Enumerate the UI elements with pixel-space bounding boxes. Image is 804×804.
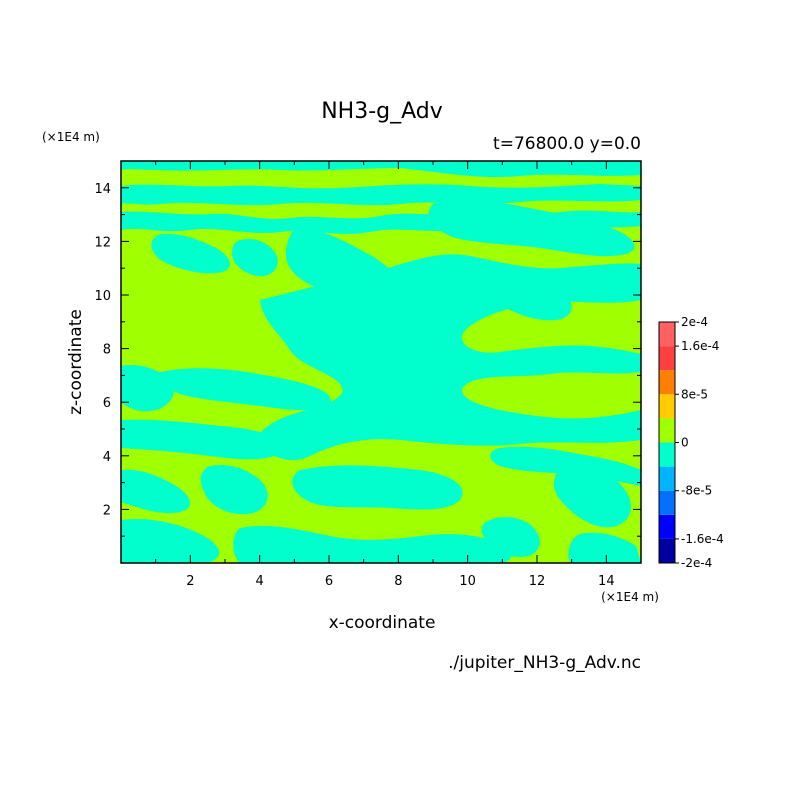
colorbar-swatch (659, 346, 675, 371)
field-region (568, 532, 641, 563)
field-region (121, 469, 191, 514)
colorbar-label: 1.6e-4 (681, 339, 719, 353)
x-tick-label: 8 (394, 574, 402, 589)
colorbar-label: -2e-4 (681, 556, 712, 570)
y-axis-label: z-coordinate (66, 309, 86, 415)
colorbar-label: 2e-4 (681, 315, 708, 329)
x-tick-label: 12 (529, 574, 546, 589)
chart-subtitle: t=76800.0 y=0.0 (493, 134, 641, 154)
y-tick-label: 8 (103, 343, 111, 358)
y-ticks: 2 4 6 8 10 12 14 (94, 182, 641, 537)
field-region (553, 466, 631, 528)
field-region (428, 198, 635, 257)
colorbar-swatch (659, 370, 675, 395)
field-region (292, 465, 463, 510)
plot-frame (120, 160, 642, 564)
field-region (121, 419, 282, 460)
colorbar-swatch (659, 490, 675, 515)
x-ticks: 2 4 6 8 10 12 14 (155, 161, 615, 589)
colorbar-label: -1.6e-4 (681, 532, 724, 546)
field-region (481, 517, 540, 558)
field-region (257, 254, 641, 461)
field-region (233, 525, 512, 563)
colorbar-swatch (659, 394, 675, 419)
y-tick-label: 12 (94, 235, 111, 250)
y-tick-label: 10 (94, 289, 111, 304)
x-unit-label: (×1E4 m) (601, 590, 659, 604)
field-negative-regions (121, 161, 641, 563)
y-tick-label: 14 (94, 182, 111, 197)
field-region (151, 233, 230, 274)
x-tick-label: 4 (256, 574, 264, 589)
colorbar: 2e-4 1.6e-4 8e-5 0 -8e-5 -1.6e-4 -2e-4 (658, 315, 724, 570)
colorbar-swatch (659, 418, 675, 443)
field-region (121, 184, 641, 206)
colorbar-swatch (659, 322, 675, 347)
x-tick-label: 10 (459, 574, 476, 589)
field-region (490, 446, 641, 486)
colorbar-label: -8e-5 (681, 484, 712, 498)
field-region (285, 226, 395, 296)
colorbar-swatch (659, 466, 675, 491)
colorbar-swatch (659, 538, 675, 563)
plot-area: 2 4 6 8 10 12 14 2 4 6 8 10 12 14 (94, 160, 642, 589)
field-region (121, 518, 220, 563)
y-tick-label: 2 (103, 503, 111, 518)
y-tick-label: 4 (103, 450, 111, 465)
source-file-label: ./jupiter_NH3-g_Adv.nc (448, 653, 641, 673)
colorbar-swatch (659, 442, 675, 467)
colorbar-swatch (659, 514, 675, 539)
y-tick-label: 6 (103, 396, 111, 411)
y-unit-label: (×1E4 m) (42, 130, 100, 144)
field-region (232, 238, 278, 277)
chart-title: NH3-g_Adv (321, 99, 443, 124)
x-tick-label: 6 (325, 574, 333, 589)
field-region (200, 464, 268, 515)
colorbar-label: 8e-5 (681, 387, 708, 401)
x-axis-label: x-coordinate (329, 613, 436, 633)
colorbar-label: 0 (681, 436, 689, 450)
field-region (475, 269, 572, 321)
x-tick-label: 14 (598, 574, 615, 589)
field-region (121, 161, 641, 178)
x-tick-label: 2 (186, 574, 194, 589)
field-region (159, 368, 331, 411)
